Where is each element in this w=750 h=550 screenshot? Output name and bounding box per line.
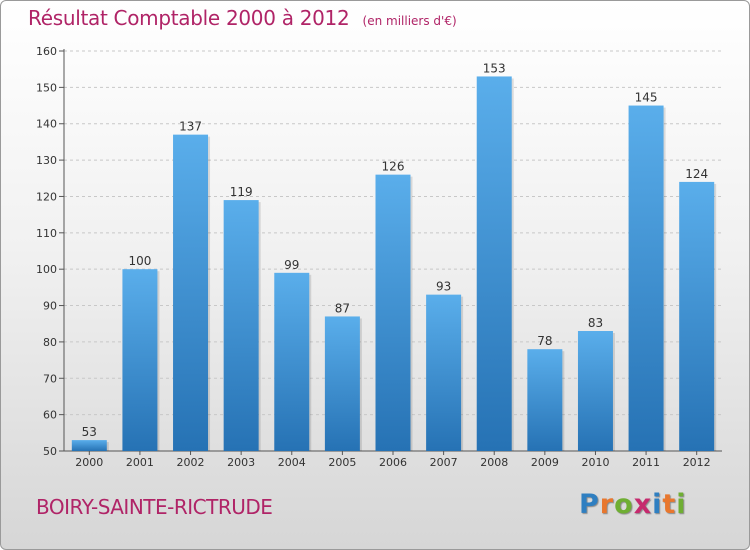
y-tick-label: 110 bbox=[36, 227, 57, 240]
x-tick-label: 2008 bbox=[480, 456, 508, 469]
data-label: 137 bbox=[179, 120, 202, 134]
bar bbox=[375, 174, 411, 452]
y-tick-label: 50 bbox=[43, 445, 57, 458]
logo-letter: r bbox=[599, 489, 615, 520]
y-tick-label: 70 bbox=[43, 372, 57, 385]
logo-letter: i bbox=[676, 489, 687, 520]
data-label: 124 bbox=[685, 167, 708, 181]
y-tick-label: 60 bbox=[43, 409, 57, 422]
bar bbox=[173, 134, 209, 452]
x-tick-label: 2006 bbox=[379, 456, 407, 469]
y-tick-label: 130 bbox=[36, 154, 57, 167]
x-tick-label: 2009 bbox=[531, 456, 559, 469]
data-label: 87 bbox=[335, 301, 350, 315]
logo-letter: o bbox=[614, 489, 634, 520]
data-label: 126 bbox=[382, 160, 405, 174]
commune-name: BOIRY-SAINTE-RICTRUDE bbox=[36, 495, 273, 519]
data-label: 78 bbox=[537, 334, 552, 348]
x-tick-label: 2003 bbox=[227, 456, 255, 469]
y-tick-label: 90 bbox=[43, 300, 57, 313]
chart-header: Résultat Comptable 2000 à 2012 (en milli… bbox=[28, 6, 457, 30]
data-label: 53 bbox=[82, 425, 97, 439]
y-tick-label: 160 bbox=[36, 45, 57, 58]
x-tick-label: 2002 bbox=[177, 456, 205, 469]
logo-letter: i bbox=[652, 489, 663, 520]
x-tick-label: 2012 bbox=[683, 456, 711, 469]
logo-letter: t bbox=[662, 489, 677, 520]
data-label: 93 bbox=[436, 280, 451, 294]
bar bbox=[628, 105, 664, 451]
bar bbox=[274, 272, 310, 451]
x-tick-label: 2011 bbox=[632, 456, 660, 469]
y-tick-label: 120 bbox=[36, 190, 57, 203]
x-tick-label: 2000 bbox=[75, 456, 103, 469]
bar bbox=[324, 316, 360, 451]
y-tick-label: 140 bbox=[36, 118, 57, 131]
data-label: 153 bbox=[483, 61, 506, 75]
x-tick-label: 2004 bbox=[278, 456, 306, 469]
chart-subtitle: (en milliers d'€) bbox=[362, 14, 457, 28]
x-tick-label: 2007 bbox=[430, 456, 458, 469]
bar bbox=[476, 76, 512, 452]
bar bbox=[426, 294, 462, 451]
x-tick-label: 2010 bbox=[581, 456, 609, 469]
bar bbox=[679, 181, 715, 451]
proxiti-logo: Proxiti bbox=[579, 489, 687, 520]
data-label: 145 bbox=[635, 91, 658, 105]
labels: 50 60 70 80 90 100 110 120 130 140 150 160 53 2000 100… bbox=[36, 45, 711, 469]
bar bbox=[527, 349, 563, 451]
bar bbox=[223, 200, 259, 451]
y-tick-label: 80 bbox=[43, 336, 57, 349]
data-label: 119 bbox=[230, 185, 253, 199]
bars bbox=[71, 76, 717, 452]
bar bbox=[71, 440, 107, 451]
chart-title: Résultat Comptable 2000 à 2012 bbox=[28, 6, 350, 30]
y-tick-label: 150 bbox=[36, 81, 57, 94]
bar bbox=[577, 331, 613, 451]
bar bbox=[122, 269, 158, 451]
data-label: 100 bbox=[128, 254, 151, 268]
logo-letter: x bbox=[633, 489, 653, 520]
y-tick-label: 100 bbox=[36, 263, 57, 276]
data-label: 83 bbox=[588, 316, 603, 330]
logo-letter: P bbox=[579, 489, 600, 520]
x-tick-label: 2005 bbox=[328, 456, 356, 469]
x-tick-label: 2001 bbox=[126, 456, 154, 469]
data-label: 99 bbox=[284, 258, 299, 272]
